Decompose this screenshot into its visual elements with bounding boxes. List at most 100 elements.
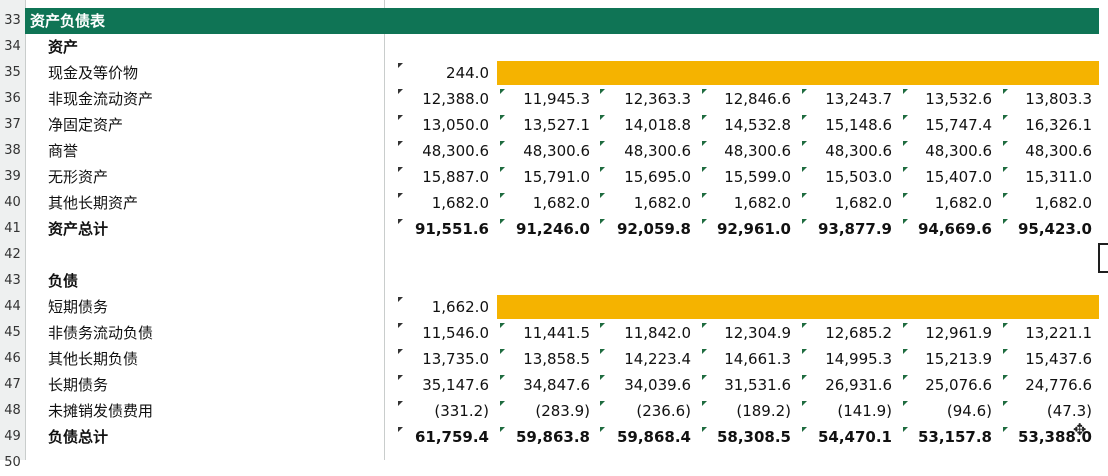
- value-cell[interactable]: 13,735.0: [422, 350, 489, 368]
- value-cell[interactable]: 92,961.0: [716, 220, 791, 238]
- row-label[interactable]: 长期债务: [48, 376, 109, 394]
- row-label[interactable]: 商誉: [48, 142, 79, 160]
- value-cell[interactable]: (94.6): [946, 402, 992, 420]
- value-cell[interactable]: 61,759.4: [414, 428, 489, 446]
- value-cell[interactable]: 15,747.4: [925, 116, 992, 134]
- row-number[interactable]: 42: [4, 247, 21, 262]
- value-cell[interactable]: 91,551.6: [414, 220, 489, 238]
- value-cell[interactable]: (331.2): [434, 402, 489, 420]
- row-label[interactable]: 无形资产: [48, 168, 109, 186]
- value-cell[interactable]: 1,682.0: [834, 194, 892, 212]
- value-cell[interactable]: 26,931.6: [825, 376, 892, 394]
- value-cell[interactable]: 15,148.6: [825, 116, 892, 134]
- value-cell[interactable]: 95,423.0: [1017, 220, 1092, 238]
- value-cell[interactable]: 12,685.2: [825, 324, 892, 342]
- value-cell[interactable]: 15,407.0: [925, 168, 992, 186]
- value-cell[interactable]: 1,662.0: [431, 298, 489, 316]
- value-cell[interactable]: 13,527.1: [523, 116, 590, 134]
- value-cell[interactable]: 93,877.9: [817, 220, 892, 238]
- row-label[interactable]: 短期债务: [48, 298, 109, 316]
- value-cell[interactable]: 48,300.6: [925, 142, 992, 160]
- row-number[interactable]: 45: [4, 325, 21, 340]
- value-cell[interactable]: 15,437.6: [1025, 350, 1092, 368]
- value-cell[interactable]: 13,858.5: [523, 350, 590, 368]
- value-cell[interactable]: 13,221.1: [1025, 324, 1092, 342]
- row-number[interactable]: 48: [4, 403, 21, 418]
- value-cell[interactable]: 1,682.0: [733, 194, 791, 212]
- value-cell[interactable]: (283.9): [535, 402, 590, 420]
- value-cell[interactable]: 12,846.6: [724, 90, 791, 108]
- value-cell[interactable]: 14,995.3: [825, 350, 892, 368]
- value-cell[interactable]: 12,388.0: [422, 90, 489, 108]
- row-number[interactable]: 38: [4, 143, 21, 158]
- value-cell[interactable]: 14,018.8: [624, 116, 691, 134]
- value-cell[interactable]: 13,803.3: [1025, 90, 1092, 108]
- value-cell[interactable]: (236.6): [636, 402, 691, 420]
- value-cell[interactable]: 13,050.0: [422, 116, 489, 134]
- value-cell[interactable]: 58,308.5: [716, 428, 791, 446]
- value-cell[interactable]: 15,791.0: [523, 168, 590, 186]
- value-cell[interactable]: 31,531.6: [724, 376, 791, 394]
- value-cell[interactable]: 14,223.4: [624, 350, 691, 368]
- value-cell[interactable]: 34,847.6: [523, 376, 590, 394]
- row-label[interactable]: 其他长期负债: [48, 350, 139, 368]
- value-cell[interactable]: (189.2): [736, 402, 791, 420]
- value-cell[interactable]: 59,863.8: [515, 428, 590, 446]
- value-cell[interactable]: 11,945.3: [523, 90, 590, 108]
- row-label[interactable]: 非债务流动负债: [48, 324, 154, 342]
- value-cell[interactable]: 15,599.0: [724, 168, 791, 186]
- value-cell[interactable]: 13,532.6: [925, 90, 992, 108]
- row-label[interactable]: 其他长期资产: [48, 194, 139, 212]
- value-cell[interactable]: 25,076.6: [925, 376, 992, 394]
- value-cell[interactable]: 48,300.6: [1025, 142, 1092, 160]
- value-cell[interactable]: 1,682.0: [934, 194, 992, 212]
- value-cell[interactable]: 1,682.0: [1034, 194, 1092, 212]
- value-cell[interactable]: 11,441.5: [523, 324, 590, 342]
- row-label[interactable]: 资产总计: [48, 220, 109, 238]
- selected-cell-edge[interactable]: [1098, 243, 1108, 273]
- row-number[interactable]: 49: [4, 429, 21, 444]
- row-label[interactable]: 负债总计: [48, 428, 109, 446]
- value-cell[interactable]: 94,669.6: [917, 220, 992, 238]
- row-number[interactable]: 35: [4, 65, 21, 80]
- value-cell[interactable]: 53,157.8: [917, 428, 992, 446]
- value-cell[interactable]: (141.9): [837, 402, 892, 420]
- row-number[interactable]: 41: [4, 221, 21, 236]
- value-cell[interactable]: 15,311.0: [1025, 168, 1092, 186]
- value-cell[interactable]: 91,246.0: [515, 220, 590, 238]
- row-number[interactable]: 44: [4, 299, 21, 314]
- row-label[interactable]: 未摊销发债费用: [48, 402, 154, 420]
- value-cell[interactable]: (47.3): [1046, 402, 1092, 420]
- value-cell[interactable]: 15,695.0: [624, 168, 691, 186]
- row-label[interactable]: 非现金流动资产: [48, 90, 154, 108]
- value-cell[interactable]: 14,532.8: [724, 116, 791, 134]
- value-cell[interactable]: 1,682.0: [532, 194, 590, 212]
- row-number[interactable]: 39: [4, 169, 21, 184]
- value-cell[interactable]: 48,300.6: [825, 142, 892, 160]
- value-cell[interactable]: 48,300.6: [523, 142, 590, 160]
- value-cell[interactable]: 14,661.3: [724, 350, 791, 368]
- row-label[interactable]: 现金及等价物: [48, 64, 139, 82]
- value-cell[interactable]: 15,213.9: [925, 350, 992, 368]
- value-cell[interactable]: 59,868.4: [616, 428, 691, 446]
- row-number[interactable]: 50: [4, 455, 21, 470]
- row-number[interactable]: 40: [4, 195, 21, 210]
- row-number[interactable]: 46: [4, 351, 21, 366]
- value-cell[interactable]: 244.0: [446, 64, 489, 82]
- row-number[interactable]: 34: [4, 39, 21, 54]
- value-cell[interactable]: 48,300.6: [422, 142, 489, 160]
- value-cell[interactable]: 54,470.1: [817, 428, 892, 446]
- value-cell[interactable]: 92,059.8: [616, 220, 691, 238]
- row-header-column[interactable]: [0, 0, 26, 460]
- value-cell[interactable]: 48,300.6: [624, 142, 691, 160]
- value-cell[interactable]: 15,887.0: [422, 168, 489, 186]
- value-cell[interactable]: 1,682.0: [431, 194, 489, 212]
- row-number[interactable]: 43: [4, 273, 21, 288]
- value-cell[interactable]: 1,682.0: [633, 194, 691, 212]
- value-cell[interactable]: 12,363.3: [624, 90, 691, 108]
- row-number[interactable]: 47: [4, 377, 21, 392]
- value-cell[interactable]: 35,147.6: [422, 376, 489, 394]
- value-cell[interactable]: 12,961.9: [925, 324, 992, 342]
- value-cell[interactable]: 15,503.0: [825, 168, 892, 186]
